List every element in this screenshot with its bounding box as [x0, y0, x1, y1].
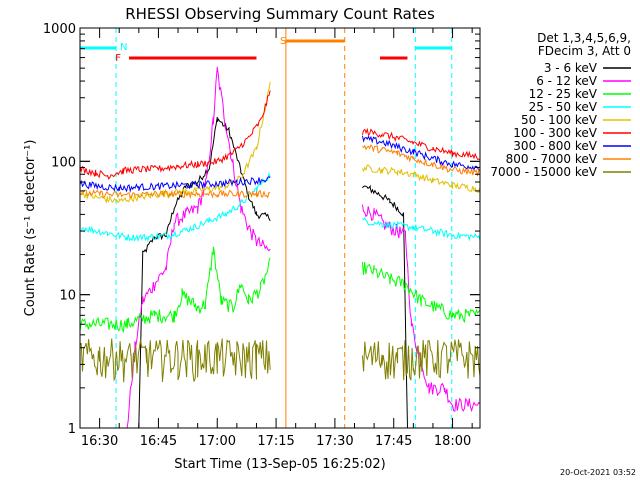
timestamp: 20-Oct-2021 03:52 — [560, 468, 636, 477]
x-axis-label: Start Time (13-Sep-05 16:25:02) — [174, 457, 385, 472]
y-tick-label: 100 — [51, 155, 76, 170]
series-line — [79, 246, 481, 334]
legend-label: 50 - 100 keV — [521, 113, 598, 127]
legend-label: 25 - 50 keV — [529, 100, 598, 114]
legend-label: 100 - 300 keV — [513, 126, 597, 140]
x-tick-label: 16:30 — [81, 434, 118, 449]
series-line — [117, 66, 481, 429]
info-line-1: Det 1,3,4,5,6,9, — [537, 31, 631, 45]
series-line — [79, 338, 481, 383]
x-tick-label: 17:45 — [375, 434, 412, 449]
x-tick-label: 18:00 — [434, 434, 471, 449]
flare-label: F — [115, 53, 121, 64]
y-tick-label: 1000 — [43, 22, 76, 37]
legend-label: 300 - 800 keV — [513, 139, 597, 153]
y-tick-label: 1 — [68, 422, 76, 437]
saa-label: S — [280, 36, 286, 47]
series-line — [79, 90, 481, 180]
x-tick-label: 17:30 — [316, 434, 353, 449]
legend-label: 12 - 25 keV — [529, 87, 598, 101]
series-line — [79, 144, 481, 200]
legend-label: 3 - 6 keV — [544, 61, 598, 75]
series-line — [79, 171, 481, 243]
info-line-2: FDecim 3, Att 0 — [538, 44, 631, 58]
x-tick-label: 16:45 — [140, 434, 177, 449]
x-tick-label: 17:15 — [257, 434, 294, 449]
legend-label: 6 - 12 keV — [536, 74, 598, 88]
y-tick-label: 10 — [59, 289, 76, 304]
legend-label: 800 - 7000 keV — [506, 152, 598, 166]
series-line — [79, 135, 481, 193]
y-axis-label: Count Rate (s⁻¹ detector⁻¹) — [23, 140, 38, 317]
night-label: N — [120, 42, 127, 53]
legend-label: 7000 - 15000 keV — [490, 165, 597, 179]
plot-frame — [79, 27, 481, 429]
x-tick-label: 17:00 — [199, 434, 236, 449]
chart-title: RHESSI Observing Summary Count Rates — [125, 5, 435, 23]
